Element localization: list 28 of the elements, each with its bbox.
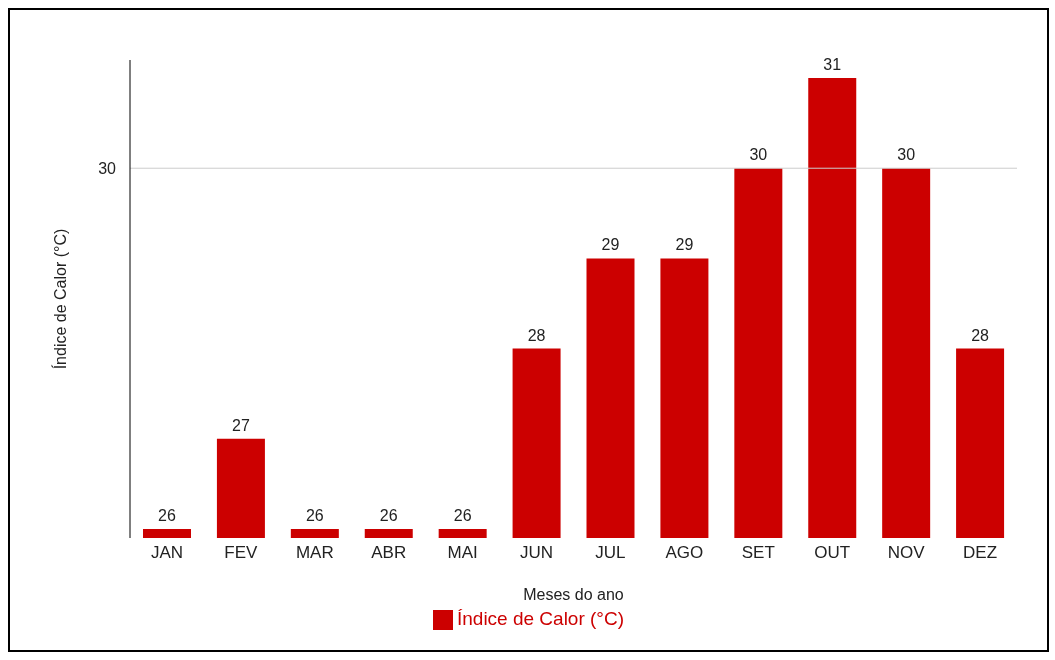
x-tick-label: NOV: [887, 543, 926, 563]
data-label: 29: [601, 236, 620, 254]
data-label: 30: [897, 146, 916, 164]
ref-line-label: 30: [98, 159, 117, 177]
x-tick-label: DEZ: [963, 543, 998, 563]
x-tick-label: MAI: [447, 543, 478, 563]
x-tick-label: JUL: [595, 543, 626, 563]
data-label: 26: [379, 506, 398, 524]
data-label: 26: [305, 506, 324, 524]
legend-label: Índice de Calor (°C): [456, 608, 625, 629]
x-tick-label: AGO: [665, 543, 704, 563]
data-label: 29: [675, 236, 694, 254]
x-tick-label: ABR: [371, 543, 407, 563]
x-tick-label: OUT: [814, 543, 851, 563]
data-label: 28: [527, 326, 546, 344]
data-label: 28: [971, 326, 990, 344]
data-label: 26: [158, 506, 176, 524]
data-label: 27: [232, 416, 250, 434]
data-label: 26: [453, 506, 472, 524]
data-label: 31: [823, 56, 842, 74]
data-label: 30: [749, 146, 768, 164]
x-tick-label: SET: [741, 543, 775, 563]
x-tick-label: JAN: [150, 543, 184, 563]
x-tick-label: FEV: [224, 543, 259, 563]
y-axis-title: Índice de Calor (°C): [50, 228, 69, 370]
x-tick-label: JUN: [520, 543, 554, 563]
x-axis-title: Meses do ano: [523, 586, 624, 603]
x-tick-label: MAR: [295, 543, 334, 563]
